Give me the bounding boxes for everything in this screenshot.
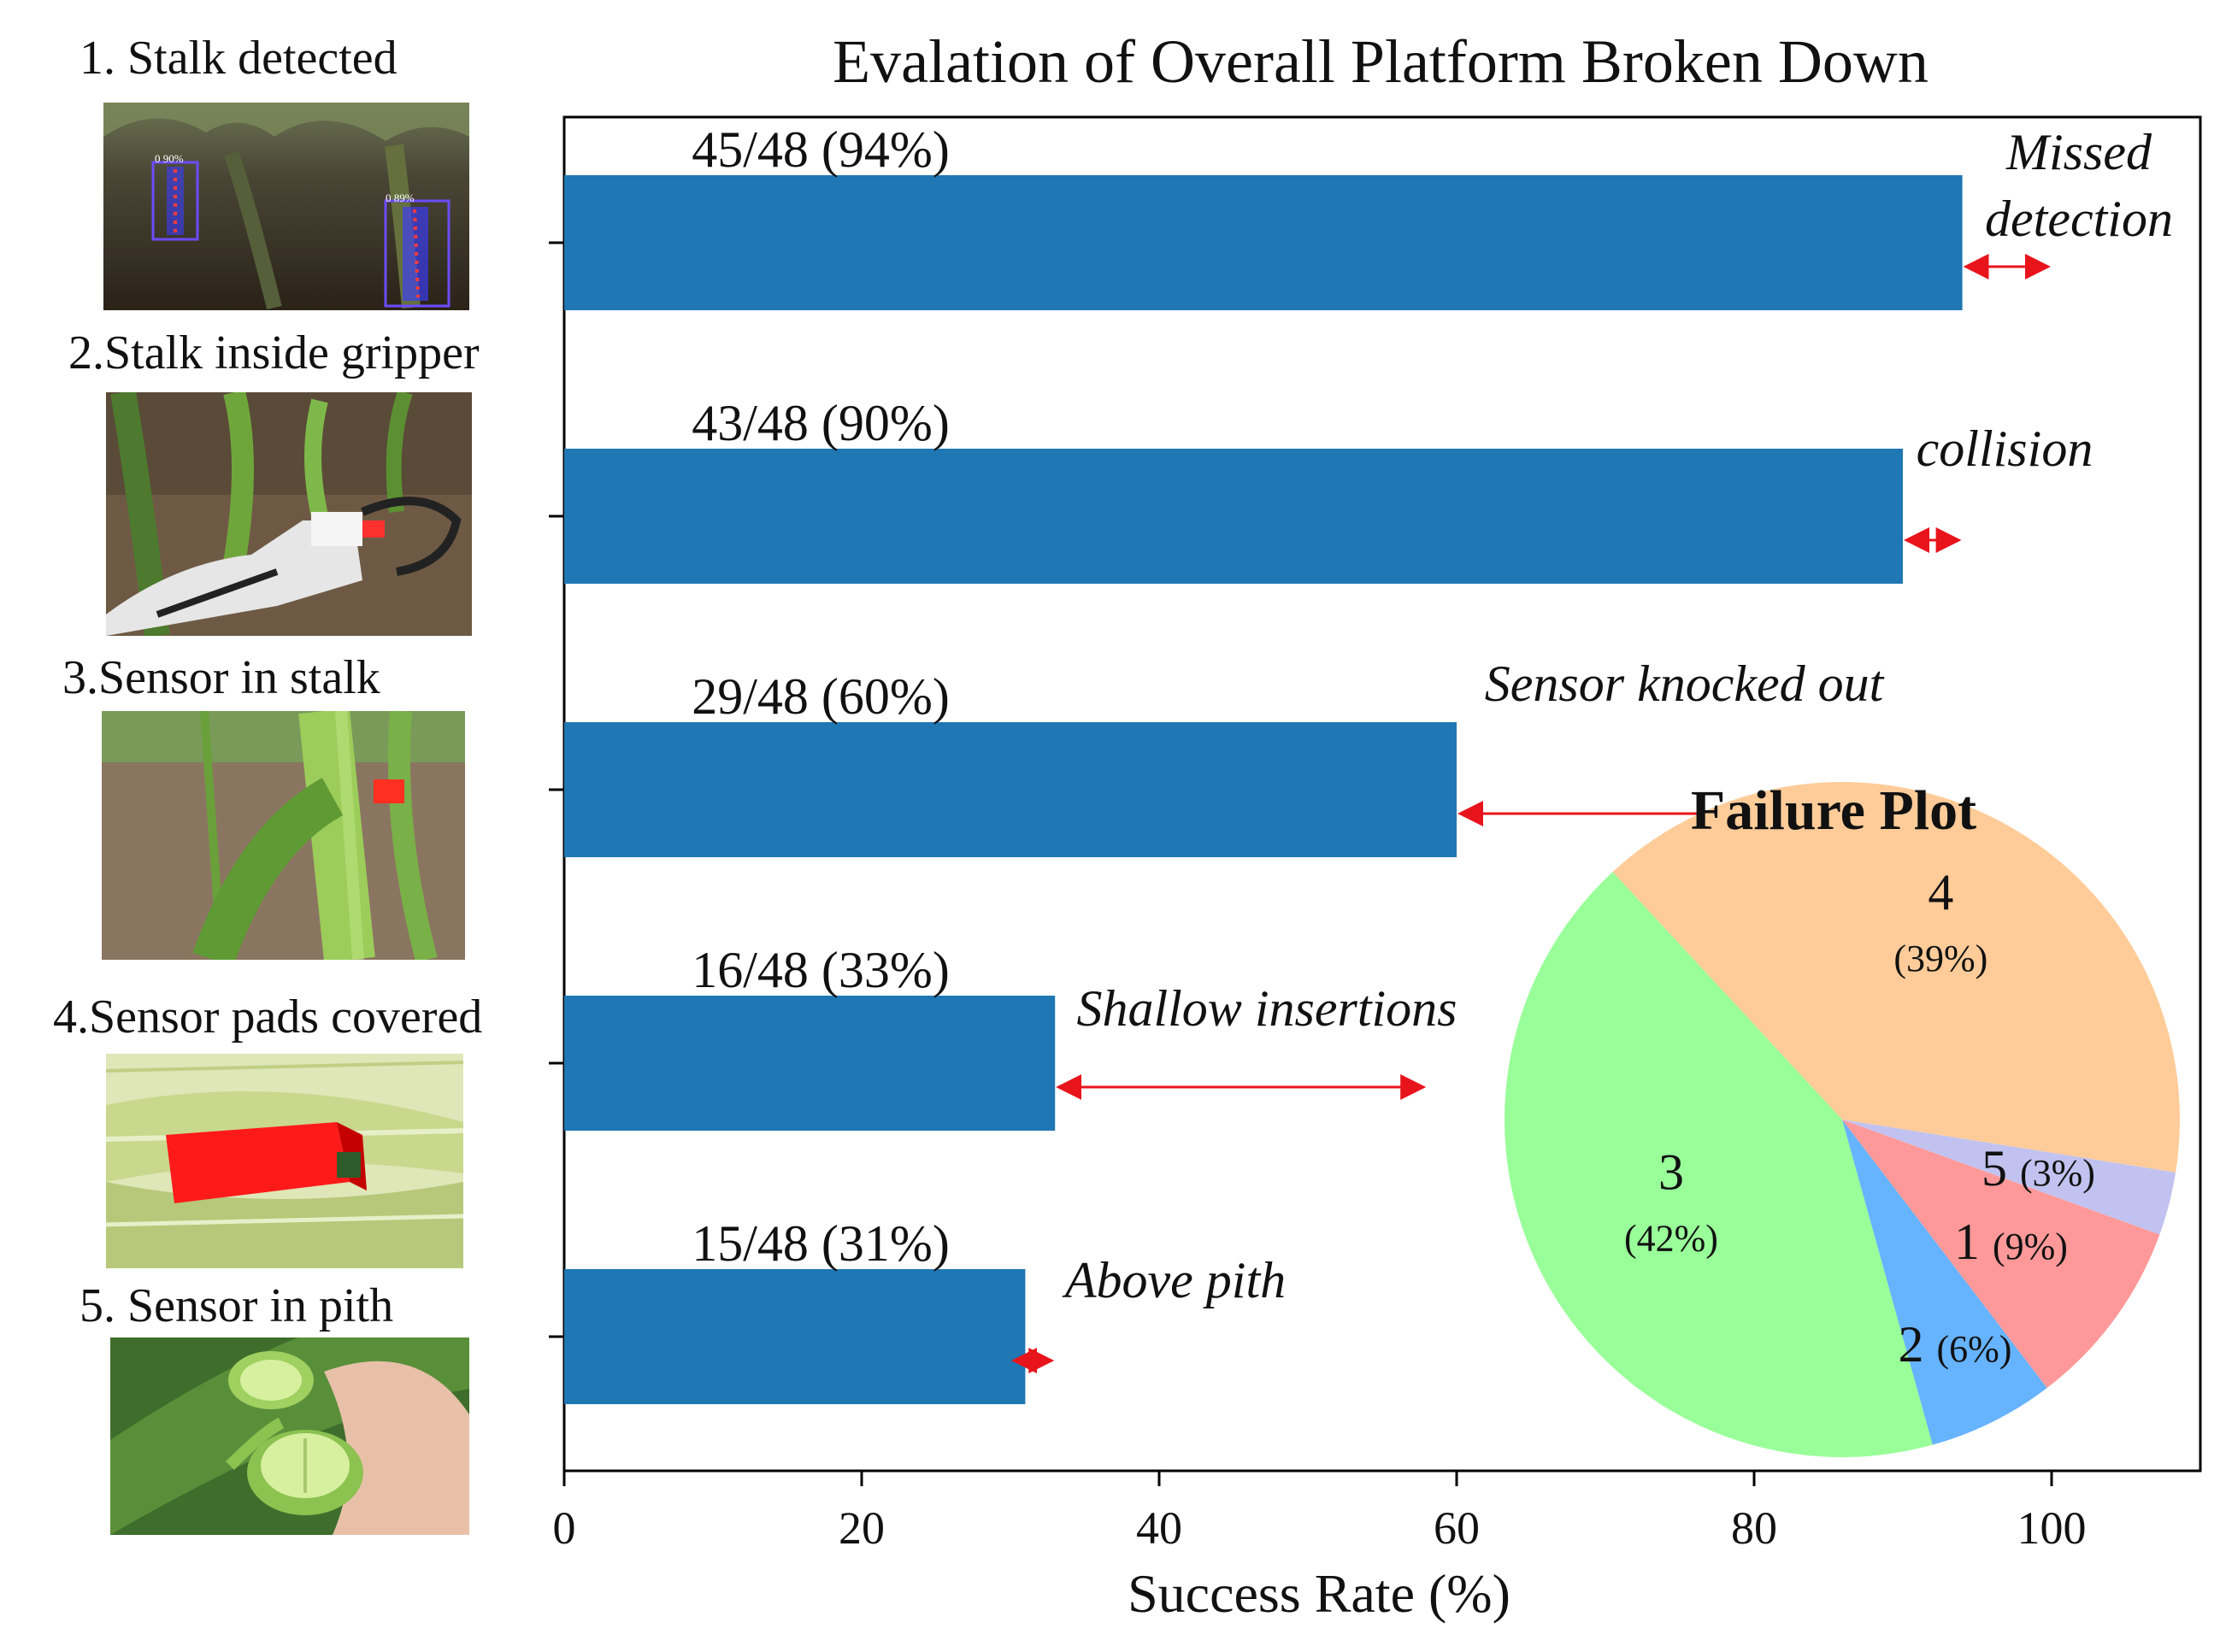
x-tick-label-100: 100 [2017,1502,2087,1554]
gap-label-1: Missed detection [1985,124,2173,247]
pie-title: Failure Plot [1691,779,1976,842]
bar-label-1: 45/48 (94%) [692,121,950,178]
x-axis-label: Success Rate (%) [1128,1563,1510,1624]
bar-label-2: 43/48 (90%) [692,395,950,451]
detection-label-1: 0 90% [155,152,184,165]
gripper-photo [106,392,472,636]
pie-slice-4 [1612,782,2180,1173]
pie-label-5: 5 (3%) [1982,1140,2095,1196]
pie-slice-2 [1842,1120,2047,1445]
gap-label-5: Above pith [1062,1252,1286,1308]
detection-label-2: 0 89% [386,191,415,204]
chart-title: Evalation of Overall Platform Broken Dow… [833,27,1929,96]
step-label-4: 4.Sensor pads covered [53,991,483,1044]
gap-label-2: collision [1917,420,2093,477]
x-tick-label-60: 60 [1434,1502,1480,1554]
pie-label-1: 1 (9%) [1954,1214,2068,1270]
bar-2 [564,449,1903,584]
gap-label-3: Sensor knocked out [1485,656,1885,712]
step-label-2: 2.Stalk inside gripper [68,326,480,379]
step-label-5: 5. Sensor in pith [79,1279,394,1332]
sensor-pads-photo [106,1054,463,1268]
pie-label-3: 3 [1658,1144,1684,1201]
pie-slice-1 [1842,1120,2160,1388]
x-tick-label-0: 0 [553,1502,576,1554]
step-label-3: 3.Sensor in stalk [62,651,380,704]
pie-pct-3: (42%) [1624,1218,1718,1260]
bar-5 [564,1269,1026,1404]
bar-4 [564,996,1056,1131]
pie-pct-4: (39%) [1893,938,1987,979]
pith-photo [110,1337,469,1535]
x-tick-label-80: 80 [1731,1502,1777,1554]
stalk-detection-photo: 0 90% 0 89% [103,103,469,310]
x-tick-label-40: 40 [1136,1502,1182,1554]
x-tick-label-20: 20 [839,1502,885,1554]
pie-slice-5 [1842,1120,2176,1235]
bar-1 [564,175,1963,310]
bar-label-3: 29/48 (60%) [692,668,950,725]
bar-label-4: 16/48 (33%) [692,942,950,998]
pie-slice-3 [1504,872,1933,1457]
pie-label-4: 4 [1928,864,1953,920]
bar-label-5: 15/48 (31%) [692,1215,950,1272]
step-label-1: 1. Stalk detected [79,32,397,85]
pie-label-2: 2 (6%) [1898,1316,2011,1373]
bar-3 [564,722,1457,857]
gap-label-4: Shallow insertions [1076,980,1457,1037]
sensor-stalk-photo [102,711,465,960]
